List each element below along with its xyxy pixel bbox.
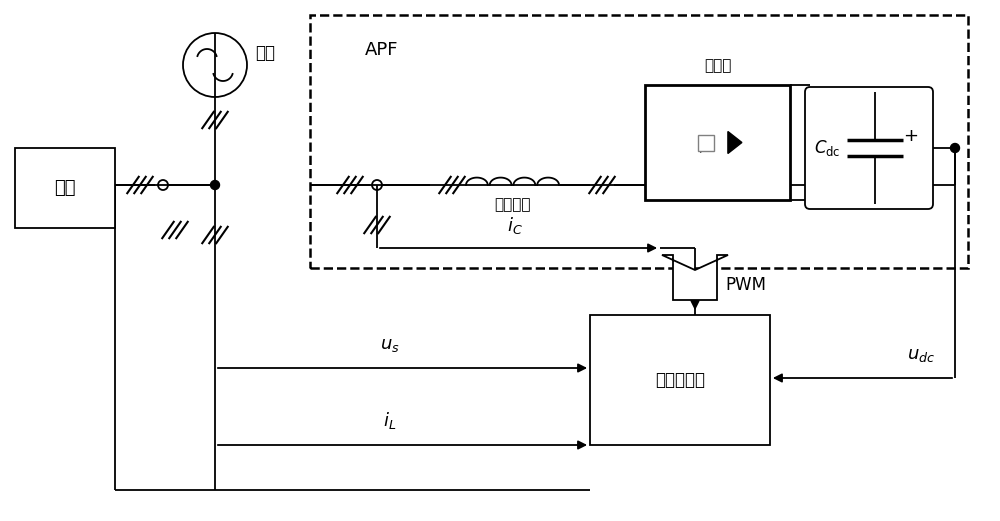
Text: $u_s$: $u_s$ [380, 336, 400, 354]
Bar [590, 315, 770, 445]
Polygon shape [662, 255, 728, 300]
Text: $C_{\mathrm{dc}}$: $C_{\mathrm{dc}}$ [814, 138, 840, 158]
Bar [645, 85, 790, 200]
Text: 负载: 负载 [54, 179, 76, 197]
Text: PWM: PWM [725, 276, 766, 294]
Text: $i_L$: $i_L$ [383, 410, 397, 431]
FancyBboxPatch shape [805, 87, 933, 209]
Bar [698, 134, 714, 151]
Text: +: + [904, 127, 918, 145]
Text: 电网: 电网 [255, 44, 275, 62]
Circle shape [210, 180, 220, 190]
Text: 滤波电感: 滤波电感 [494, 197, 531, 213]
Bar [15, 148, 115, 228]
Text: 检测控制器: 检测控制器 [655, 371, 705, 389]
Polygon shape [728, 131, 742, 154]
Text: $i_C$: $i_C$ [507, 215, 523, 236]
Text: 变流器: 变流器 [704, 58, 731, 73]
Text: APF: APF [365, 41, 398, 59]
Text: $u_{dc}$: $u_{dc}$ [907, 346, 935, 364]
Circle shape [950, 143, 960, 153]
